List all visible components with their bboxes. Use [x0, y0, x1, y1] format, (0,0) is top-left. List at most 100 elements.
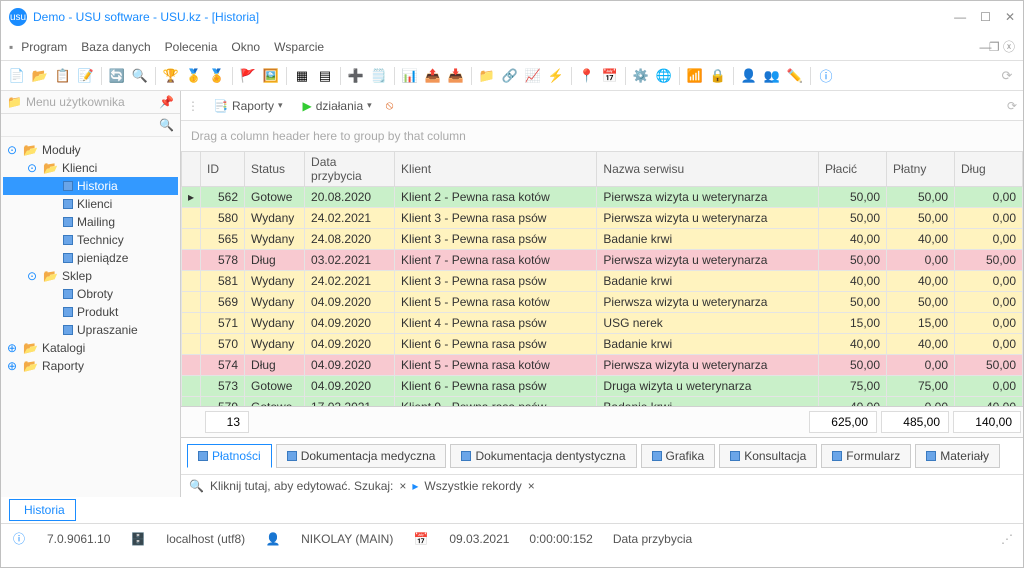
tool-wand-icon[interactable]: ✏️	[785, 66, 805, 86]
nav-historia[interactable]: Historia	[3, 177, 178, 195]
nav-raporty[interactable]: ⊕📂Raporty	[3, 357, 178, 375]
nav-obroty[interactable]: Obroty	[3, 285, 178, 303]
tool-new-icon[interactable]: 📄	[7, 66, 27, 86]
tool-layout-icon[interactable]: ▤	[315, 66, 335, 86]
table-row[interactable]: 581Wydany24.02.2021Klient 3 - Pewna rasa…	[182, 271, 1023, 292]
table-row[interactable]: 571Wydany04.09.2020Klient 4 - Pewna rasa…	[182, 313, 1023, 334]
col-header[interactable]: Klient	[395, 152, 597, 187]
mdi-close-icon[interactable]: ⓧ	[1003, 40, 1015, 54]
content-toolbar: ⋮ 📑 Raporty ▾ ▶ działania ▾ ⦸ ⟳	[181, 91, 1023, 121]
table-row[interactable]: 579Gotowe17.02.2021Klient 9 - Pewna rasa…	[182, 397, 1023, 407]
tool-edit-icon[interactable]: 📝	[76, 66, 96, 86]
subtab-dokumentacja-medyczna[interactable]: Dokumentacja medyczna	[276, 444, 447, 468]
nav-upraszanie[interactable]: Upraszanie	[3, 321, 178, 339]
tool-bolt-icon[interactable]: ⚡	[546, 66, 566, 86]
tool-link-icon[interactable]: 🔗	[500, 66, 520, 86]
statusbar: ⓘ 7.0.9061.10 🗄️ localhost (utf8) 👤 NIKO…	[1, 523, 1023, 553]
toolbar-overflow-icon[interactable]: ⟳	[1007, 99, 1017, 113]
tool-copy-icon[interactable]: 📋	[53, 66, 73, 86]
subtab-konsultacja[interactable]: Konsultacja	[719, 444, 817, 468]
minimize-icon[interactable]: —	[954, 10, 966, 24]
reports-button[interactable]: 📑 Raporty ▾	[207, 97, 289, 115]
table-row[interactable]: ▸562Gotowe20.08.2020Klient 2 - Pewna ras…	[182, 187, 1023, 208]
table-row[interactable]: 573Gotowe04.09.2020Klient 6 - Pewna rasa…	[182, 376, 1023, 397]
tool-users-icon[interactable]: 👥	[762, 66, 782, 86]
nav-modu-y[interactable]: ⊙📂Moduły	[3, 141, 178, 159]
group-hint[interactable]: Drag a column header here to group by th…	[181, 121, 1023, 151]
tool-overflow-icon[interactable]: ⟳	[997, 66, 1017, 86]
menu-program[interactable]: Program	[21, 40, 67, 54]
tool-trophy-icon[interactable]: 🥇	[184, 66, 204, 86]
tool-calendar-icon[interactable]: 📅	[600, 66, 620, 86]
col-header[interactable]: Płat­ny	[887, 152, 955, 187]
stop-icon[interactable]: ⦸	[386, 98, 394, 113]
pin-icon[interactable]: 📌	[159, 95, 174, 109]
tool-import-icon[interactable]: 📥	[446, 66, 466, 86]
subtab-grafika[interactable]: Grafika	[641, 444, 716, 468]
tool-filter-icon[interactable]: 🏆	[161, 66, 181, 86]
tool-rss-icon[interactable]: 📶	[685, 66, 705, 86]
nav-katalogi[interactable]: ⊕📂Katalogi	[3, 339, 178, 357]
nav-produkt[interactable]: Produkt	[3, 303, 178, 321]
col-header[interactable]	[182, 152, 201, 187]
nav-pieni-dze[interactable]: pieniądze	[3, 249, 178, 267]
nav-technicy[interactable]: Technicy	[3, 231, 178, 249]
tool-globe-icon[interactable]: 🌐	[654, 66, 674, 86]
tool-chart-icon[interactable]: 📈	[523, 66, 543, 86]
col-header[interactable]: Nazwa serwisu	[597, 152, 819, 187]
search-clear-icon[interactable]: ×	[399, 479, 406, 493]
tool-flag-icon[interactable]: 🚩	[238, 66, 258, 86]
tool-export-icon[interactable]: 📤	[423, 66, 443, 86]
tool-pin-icon[interactable]: 📍	[577, 66, 597, 86]
tool-open-icon[interactable]: 📂	[30, 66, 50, 86]
maximize-icon[interactable]: ☐	[980, 10, 991, 24]
tool-info-icon[interactable]: ⓘ	[816, 66, 836, 86]
resize-grip-icon[interactable]: ⋰	[1001, 532, 1013, 546]
menu-database[interactable]: Baza danych	[81, 40, 150, 54]
tool-search-icon[interactable]: 🔍	[130, 66, 150, 86]
mdi-restore-icon[interactable]: ❐	[989, 40, 1000, 54]
tool-grid-icon[interactable]: ▦	[292, 66, 312, 86]
actions-button[interactable]: ▶ działania ▾	[297, 97, 378, 115]
subtab-dokumentacja-dentystyczna[interactable]: Dokumentacja dentystyczna	[450, 444, 636, 468]
tool-medal-icon[interactable]: 🏅	[207, 66, 227, 86]
filter-clear-icon[interactable]: ×	[528, 479, 535, 493]
subtab-materia-y[interactable]: Materiały	[915, 444, 1000, 468]
nav-sklep[interactable]: ⊙📂Sklep	[3, 267, 178, 285]
tab-historia[interactable]: Historia	[9, 499, 76, 521]
sidebar-search[interactable]: 🔍	[1, 114, 180, 137]
subtab-p-atno-ci[interactable]: Płatności	[187, 444, 272, 468]
tool-user-icon[interactable]: 👤	[739, 66, 759, 86]
table-row[interactable]: 569Wydany04.09.2020Klient 5 - Pewna rasa…	[182, 292, 1023, 313]
nav-klienci[interactable]: Klienci	[3, 195, 178, 213]
tool-folder-icon[interactable]: 📁	[477, 66, 497, 86]
nav-mailing[interactable]: Mailing	[3, 213, 178, 231]
menu-window[interactable]: Okno	[231, 40, 260, 54]
tool-image-icon[interactable]: 🖼️	[261, 66, 281, 86]
col-header[interactable]: Data przybycia	[305, 152, 395, 187]
tool-lock-icon[interactable]: 🔒	[708, 66, 728, 86]
col-header[interactable]: ID	[201, 152, 245, 187]
table-row[interactable]: 565Wydany24.08.2020Klient 3 - Pewna rasa…	[182, 229, 1023, 250]
search-filter[interactable]: Wszystkie rekordy	[424, 479, 521, 493]
table-row[interactable]: 578Dług03.02.2021Klient 7 - Pewna rasa k…	[182, 250, 1023, 271]
tool-gear-icon[interactable]: ⚙️	[631, 66, 651, 86]
data-grid[interactable]: IDStatusData przybyciaKlientNazwa serwis…	[181, 151, 1023, 406]
col-header[interactable]: Status	[245, 152, 305, 187]
table-row[interactable]: 570Wydany04.09.2020Klient 6 - Pewna rasa…	[182, 334, 1023, 355]
tool-note-icon[interactable]: 🗒️	[369, 66, 389, 86]
menu-support[interactable]: Wsparcie	[274, 40, 324, 54]
tool-excel-icon[interactable]: 📊	[400, 66, 420, 86]
table-row[interactable]: 574Dług04.09.2020Klient 5 - Pewna rasa k…	[182, 355, 1023, 376]
subtab-formularz[interactable]: Formularz	[821, 444, 911, 468]
tool-refresh-icon[interactable]: 🔄	[107, 66, 127, 86]
col-header[interactable]: Dług	[955, 152, 1023, 187]
close-icon[interactable]: ✕	[1005, 10, 1015, 24]
table-row[interactable]: 580Wydany24.02.2021Klient 3 - Pewna rasa…	[182, 208, 1023, 229]
nav-klienci[interactable]: ⊙📂Klienci	[3, 159, 178, 177]
tool-add-icon[interactable]: ➕	[346, 66, 366, 86]
col-header[interactable]: Płacić	[819, 152, 887, 187]
menu-commands[interactable]: Polecenia	[165, 40, 218, 54]
status-user: NIKOLAY (MAIN)	[301, 532, 393, 546]
inline-search[interactable]: 🔍 Kliknij tutaj, aby edytować. Szukaj: ×…	[181, 474, 1023, 497]
